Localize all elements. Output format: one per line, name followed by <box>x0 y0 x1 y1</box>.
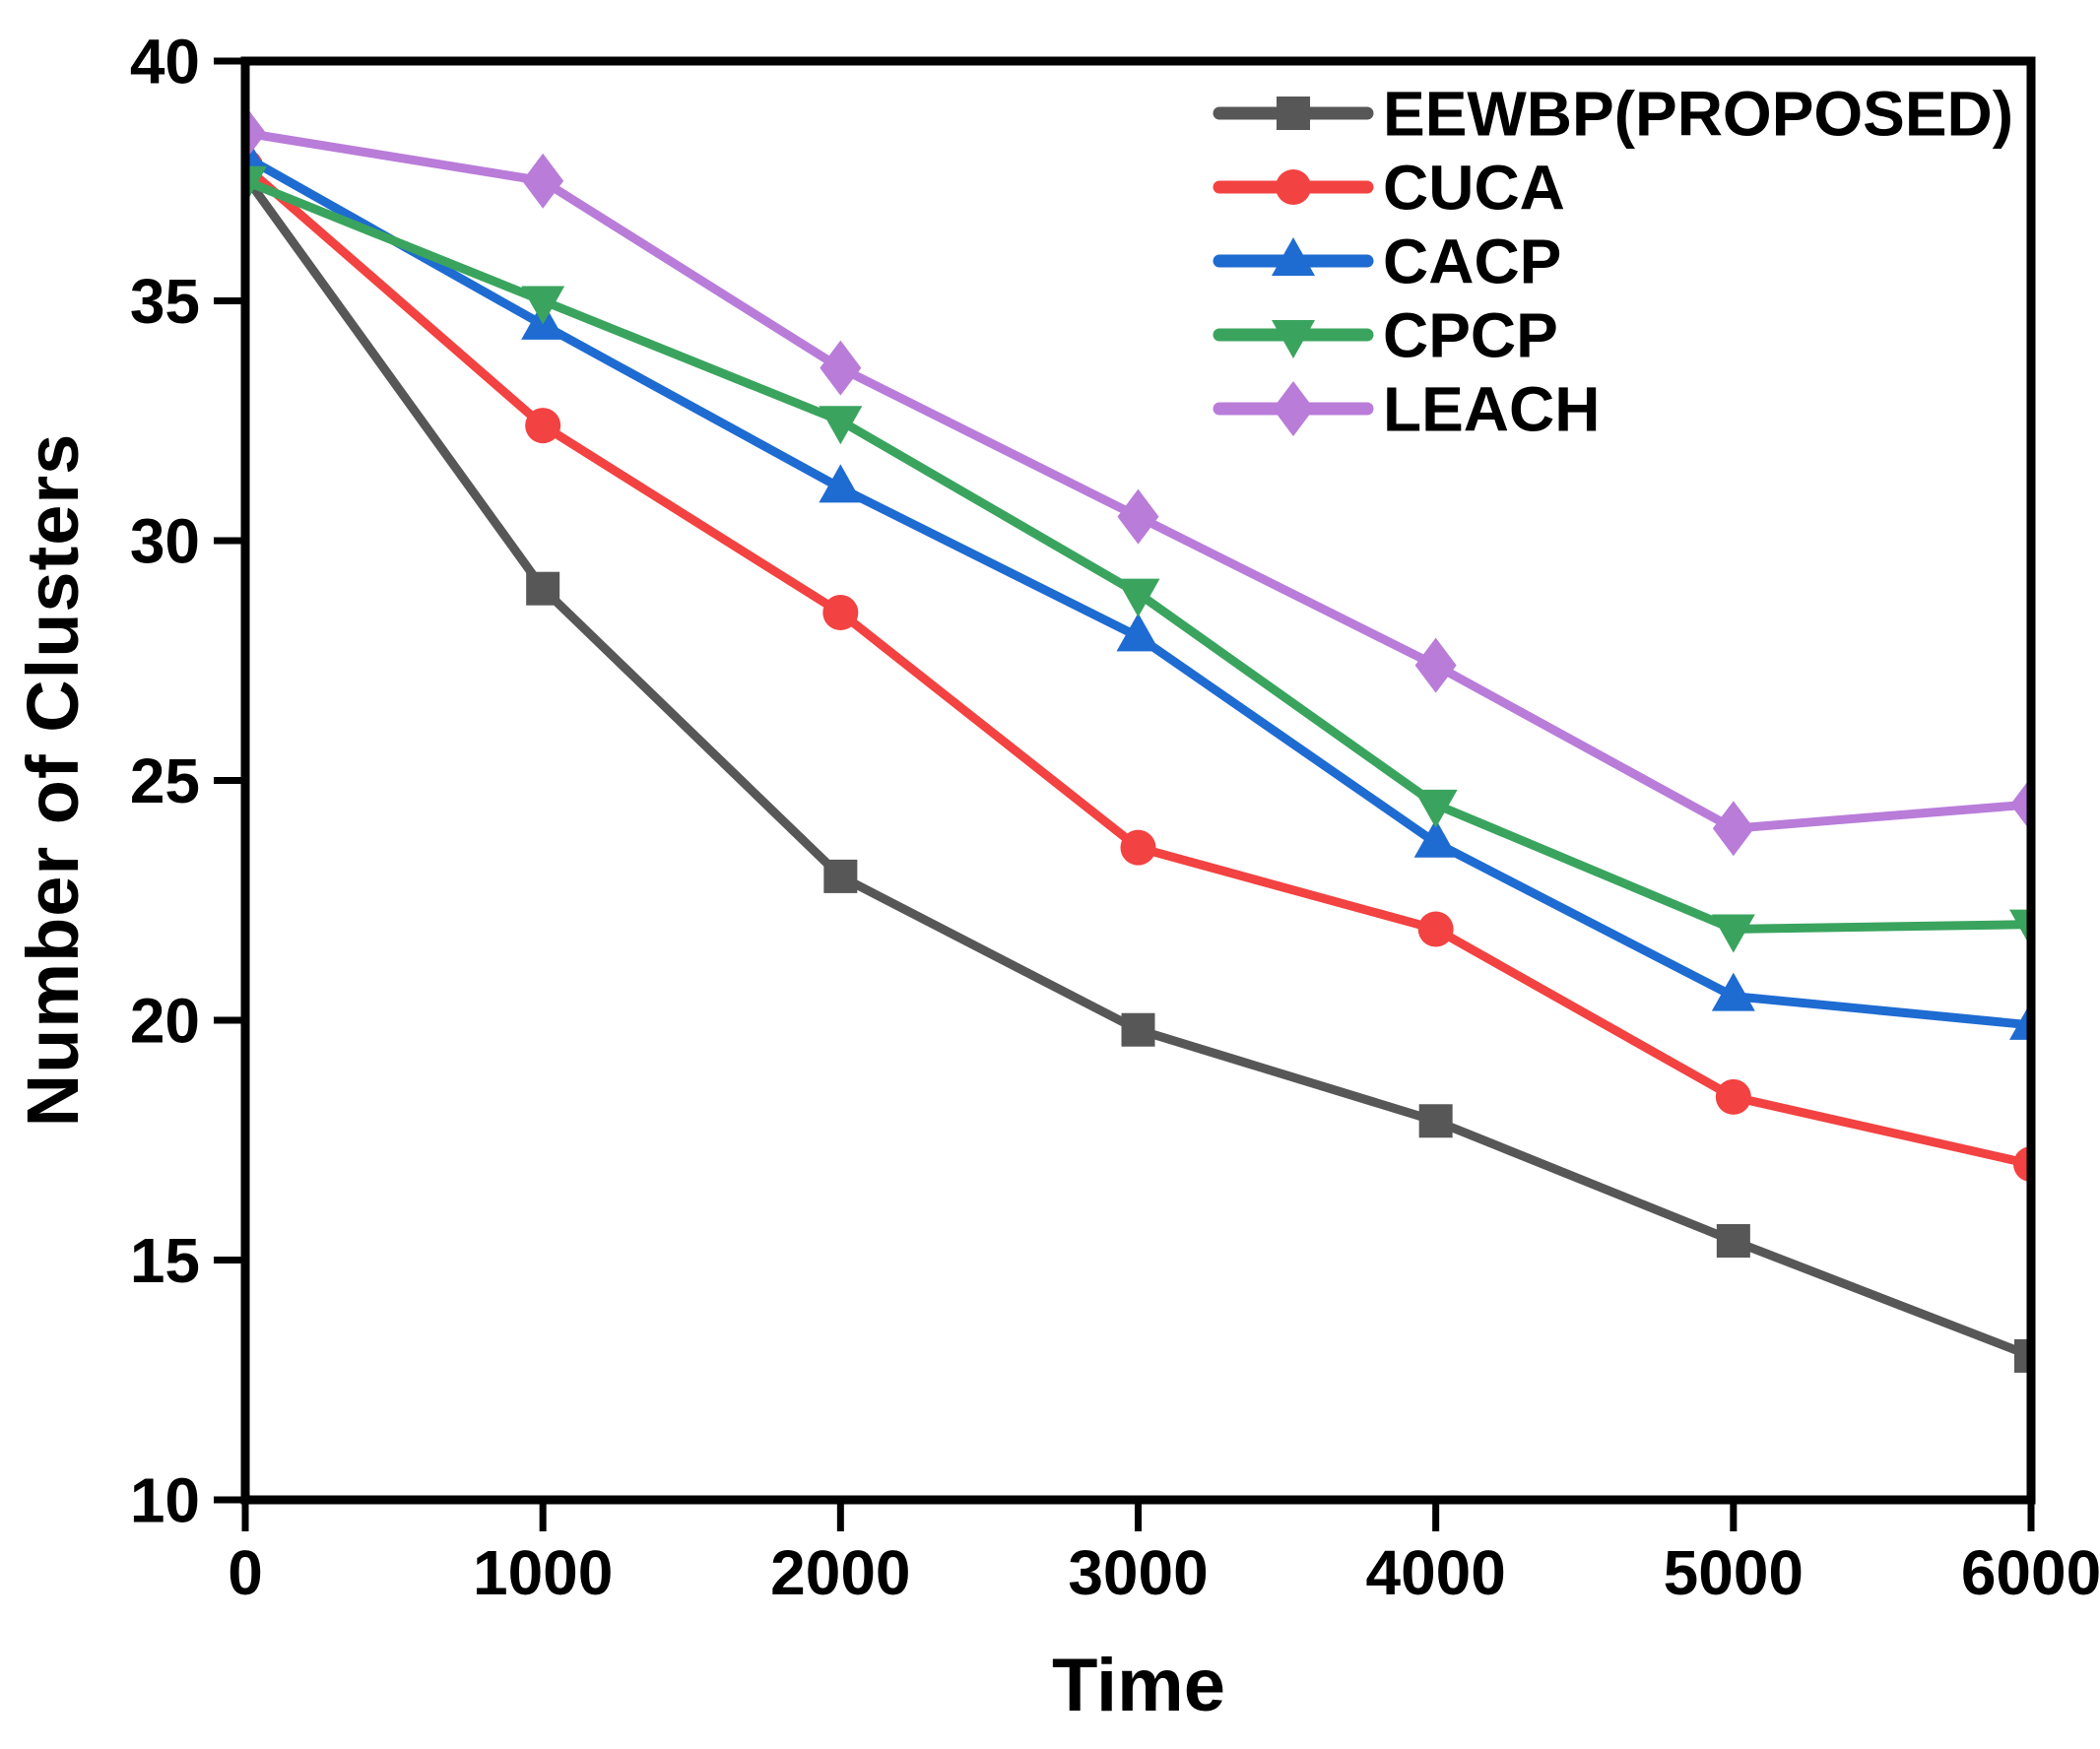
legend-label-cpcp: CPCP <box>1383 299 1558 370</box>
x-axis-title: Time <box>1051 1644 1225 1727</box>
data-point-eewbp-proposed <box>1121 1012 1155 1047</box>
data-point-cuca <box>1120 829 1156 866</box>
x-tick-label: 5000 <box>1664 1537 1804 1608</box>
y-tick-label: 15 <box>130 1225 200 1296</box>
x-tick-label: 4000 <box>1365 1537 1505 1608</box>
y-tick-label: 40 <box>130 26 200 97</box>
legend-marker-cacp <box>1272 237 1315 276</box>
data-point-eewbp-proposed <box>1418 1104 1453 1138</box>
data-point-leach <box>2010 776 2031 832</box>
x-tick-label: 0 <box>228 1537 263 1608</box>
data-point-eewbp-proposed <box>823 859 858 893</box>
legend-label-cuca: CUCA <box>1383 152 1565 223</box>
data-point-cpcp <box>2009 909 2031 948</box>
legend-marker-cuca <box>1276 169 1311 205</box>
legend-item-cuca: CUCA <box>1213 152 1565 223</box>
data-point-leach <box>1414 637 1457 693</box>
y-axis-title: Number of Clusters <box>12 432 94 1128</box>
legend-marker-eewbp-proposed <box>1277 97 1310 130</box>
data-point-cacp <box>2009 1001 2031 1040</box>
data-point-cacp <box>1413 818 1458 858</box>
series-line-eewbp-proposed <box>245 171 2031 1361</box>
series-cpcp <box>245 165 2031 953</box>
axis-ticks: 0 1000 2000 3000 4000 5000 6000 10 15 20 25 30 35 40 <box>130 26 2100 1608</box>
plot-series <box>245 105 2031 1373</box>
series-line-cpcp <box>245 176 2031 934</box>
y-tick-label: 20 <box>130 985 200 1056</box>
data-point-cuca <box>525 408 561 444</box>
legend-marker-cpcp <box>1272 320 1315 358</box>
legend-item-leach: LEACH <box>1213 373 1600 444</box>
data-point-cacp <box>819 464 863 503</box>
plot-frame <box>240 56 2036 1505</box>
series-leach <box>245 105 2031 857</box>
x-tick-label: 3000 <box>1068 1537 1208 1608</box>
y-tick-label: 25 <box>130 745 200 816</box>
legend-label-eewbp-proposed: EEWBP(PROPOSED) <box>1383 78 2013 149</box>
data-point-cacp <box>1711 972 1755 1011</box>
legend-label-leach: LEACH <box>1383 373 1600 444</box>
data-point-cpcp <box>1711 914 1755 953</box>
data-point-cpcp <box>245 165 267 205</box>
data-point-cacp <box>1116 613 1160 652</box>
legend-marker-leach <box>1273 381 1314 436</box>
data-point-cpcp <box>521 286 565 325</box>
data-point-cuca <box>1715 1078 1751 1115</box>
data-point-cuca <box>1417 911 1454 947</box>
data-point-eewbp-proposed <box>1716 1224 1750 1259</box>
x-tick-label: 2000 <box>770 1537 910 1608</box>
series-line-leach <box>245 128 2031 833</box>
series-eewbp-proposed <box>245 159 2031 1373</box>
y-tick-label: 35 <box>130 266 200 337</box>
legend-item-cpcp: CPCP <box>1213 299 1558 370</box>
data-point-leach <box>245 105 266 162</box>
data-point-cuca <box>822 595 859 631</box>
data-point-leach <box>1117 488 1159 545</box>
data-point-cpcp <box>1413 789 1458 828</box>
x-tick-label: 6000 <box>1961 1537 2100 1608</box>
legend-label-cacp: CACP <box>1383 226 1561 296</box>
data-point-leach <box>820 340 862 396</box>
data-point-leach <box>1712 801 1754 857</box>
legend-item-eewbp-proposed: EEWBP(PROPOSED) <box>1213 78 2013 149</box>
y-tick-label: 30 <box>130 505 200 576</box>
legend-item-cacp: CACP <box>1213 226 1561 296</box>
data-point-eewbp-proposed <box>526 571 560 606</box>
data-point-leach <box>522 153 564 209</box>
data-point-cpcp <box>1116 578 1160 617</box>
y-tick-label: 10 <box>130 1464 200 1535</box>
data-point-cpcp <box>819 406 863 445</box>
x-tick-label: 1000 <box>473 1537 613 1608</box>
